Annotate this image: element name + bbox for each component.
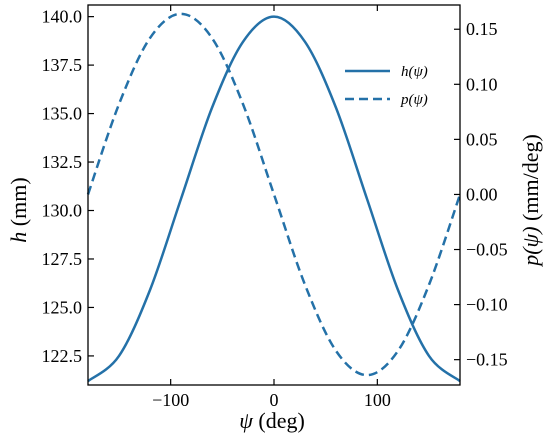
legend-label-p: p(ψ) bbox=[400, 92, 428, 108]
series-line-p bbox=[86, 12, 462, 377]
left-tick-label: 125.0 bbox=[42, 297, 83, 317]
right-tick-label: 0.05 bbox=[466, 129, 498, 149]
legend-label-h: h(ψ) bbox=[401, 64, 428, 80]
right-tick-label: 0.15 bbox=[466, 19, 498, 39]
right-tick-label: −0.10 bbox=[466, 295, 508, 315]
left-tick-label: 122.5 bbox=[42, 346, 83, 366]
left-tick-label: 132.5 bbox=[42, 152, 83, 172]
right-tick-label: 0.00 bbox=[466, 184, 498, 204]
legend: h(ψ) p(ψ) bbox=[345, 64, 428, 108]
plot-frame bbox=[87, 4, 461, 386]
left-tick-label: 140.0 bbox=[42, 7, 83, 27]
right-axis-ticks: −0.15 −0.10 −0.05 0.00 0.05 0.10 0.15 bbox=[454, 19, 508, 370]
x-tick-label: −100 bbox=[152, 390, 189, 410]
x-axis-title: ψ (deg) bbox=[239, 408, 305, 433]
right-tick-label: −0.15 bbox=[466, 350, 508, 370]
right-tick-label: −0.05 bbox=[466, 240, 508, 260]
plot-lines bbox=[86, 12, 462, 383]
left-tick-label: 127.5 bbox=[42, 249, 83, 269]
left-axis-title: h (mm) bbox=[6, 177, 31, 242]
x-axis-ticks: −100 0 100 bbox=[152, 5, 391, 410]
right-tick-label: 0.10 bbox=[466, 74, 498, 94]
left-tick-label: 130.0 bbox=[42, 201, 83, 221]
x-tick-label: 100 bbox=[364, 390, 391, 410]
left-tick-label: 135.0 bbox=[42, 104, 83, 124]
left-axis-ticks: 122.5 125.0 127.5 130.0 132.5 135.0 137.5 140.0 bbox=[42, 7, 94, 366]
right-axis-title: p(ψ) (mm/deg) bbox=[518, 134, 543, 268]
x-tick-label: 0 bbox=[270, 390, 279, 410]
series-line-h bbox=[87, 15, 461, 383]
left-tick-label: 137.5 bbox=[42, 55, 83, 75]
